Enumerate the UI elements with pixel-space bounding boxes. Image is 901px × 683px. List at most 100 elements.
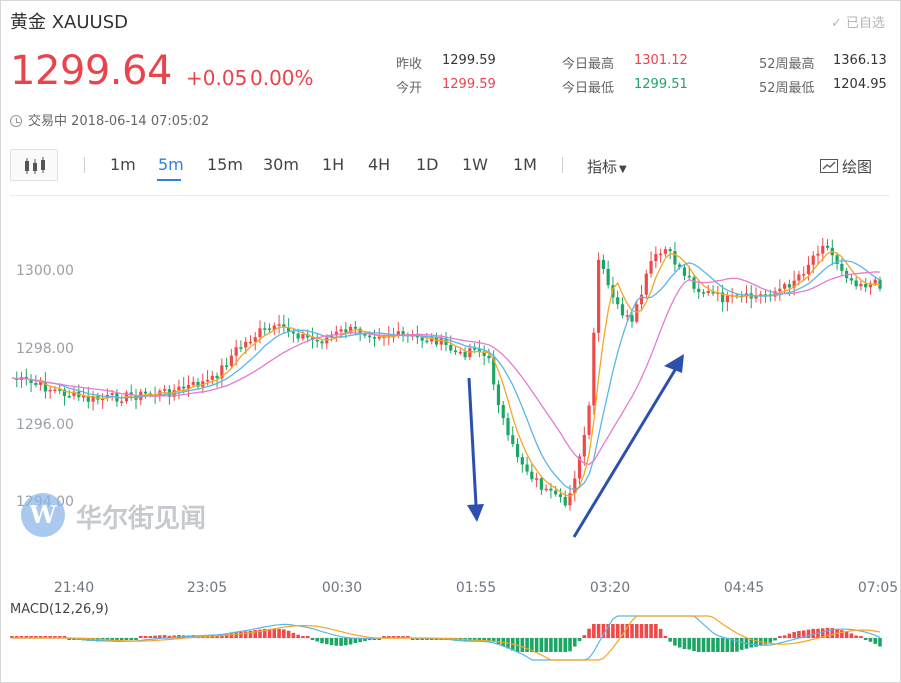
macd-bar	[801, 630, 806, 638]
macd-bar	[825, 627, 830, 638]
chart-type-button[interactable]	[10, 149, 58, 181]
candle-body	[277, 324, 281, 326]
macd-dea-line	[12, 615, 881, 661]
macd-bar	[420, 638, 424, 640]
candle-body	[67, 395, 71, 398]
ma5-line	[11, 250, 881, 497]
candle-body	[301, 334, 305, 339]
macd-bar	[587, 628, 591, 638]
tf-1m[interactable]: 1m	[110, 155, 136, 174]
candle-body	[191, 381, 195, 385]
candle-body	[496, 384, 501, 405]
trading-status-text: 交易中 2018-06-14 07:05:02	[28, 114, 210, 129]
macd-bar	[115, 638, 119, 641]
candle-body	[258, 328, 262, 338]
macd-bar	[716, 638, 720, 652]
macd-bar	[158, 635, 162, 638]
day-high-label: 今日最高	[562, 57, 615, 72]
macd-bar	[477, 638, 482, 641]
macd-bar	[482, 638, 486, 641]
candle-body	[225, 365, 229, 367]
macd-bar	[143, 636, 148, 638]
candle-body	[802, 274, 806, 276]
candle-body	[668, 249, 672, 252]
draw-button[interactable]: 绘图	[820, 156, 872, 177]
macd-bar	[243, 631, 248, 638]
macd-bar	[773, 638, 777, 641]
candle-body	[773, 291, 777, 297]
tf-1mo[interactable]: 1M	[513, 155, 537, 174]
tf-4h[interactable]: 4H	[368, 155, 391, 174]
annotation-arrows	[467, 354, 684, 538]
candle-body	[58, 389, 62, 391]
macd-bar	[663, 636, 668, 638]
candle-body	[363, 334, 367, 336]
candle-body	[754, 296, 758, 299]
price-change-pct: 0.00%	[250, 66, 314, 90]
macd-bar	[677, 638, 682, 648]
candle-body	[296, 333, 300, 339]
tf-15m[interactable]: 15m	[207, 155, 243, 174]
candle-body	[539, 478, 543, 490]
macd-bar	[258, 629, 262, 638]
candle-body	[401, 331, 405, 335]
macd-bar	[682, 638, 687, 650]
macd-bar	[491, 638, 496, 642]
macd-bar	[487, 638, 491, 641]
candle-body	[239, 347, 243, 349]
candle-body	[329, 335, 334, 338]
macd-bar	[549, 638, 553, 652]
x-tick-label: 23:05	[187, 580, 227, 596]
macd-bar	[57, 636, 62, 638]
up-arrow-shaft	[572, 369, 677, 538]
macd-bar	[377, 638, 382, 640]
tf-1d[interactable]: 1D	[416, 155, 439, 174]
price-change: +0.05	[186, 66, 248, 90]
candle-body	[506, 418, 510, 436]
open-value: 1299.59	[442, 77, 496, 92]
tf-5m[interactable]: 5m	[158, 155, 184, 174]
tf-1w[interactable]: 1W	[462, 155, 488, 174]
watchlist-toggle[interactable]: ✓ 已自选	[831, 12, 885, 31]
toolbar-separator	[562, 157, 563, 173]
candle-body	[377, 337, 381, 339]
candle-body	[692, 277, 696, 289]
candle-body	[215, 375, 219, 379]
macd-bar	[620, 624, 625, 638]
candle-body	[620, 304, 625, 316]
candle-body	[687, 275, 691, 278]
macd-bar	[787, 633, 792, 638]
macd-bar	[129, 638, 134, 640]
macd-bar	[563, 638, 568, 652]
macd-bar	[763, 638, 768, 645]
macd-bar	[282, 629, 286, 638]
tf-30m[interactable]: 30m	[263, 155, 299, 174]
macd-bar	[272, 628, 277, 638]
tf-1h[interactable]: 1H	[322, 155, 345, 174]
x-tick-label: 07:05	[858, 580, 898, 596]
chart-draw-icon	[820, 159, 838, 173]
day-low-label: 今日最低	[562, 81, 615, 96]
macd-bar	[358, 638, 362, 643]
macd-bar	[305, 636, 310, 638]
macd-bar	[725, 638, 730, 652]
trading-status: 交易中 2018-06-14 07:05:02	[10, 110, 209, 129]
indicators-dropdown[interactable]: 指标 ▼	[587, 156, 627, 177]
candlestick-icon	[25, 157, 45, 174]
macd-bar	[10, 636, 14, 638]
candle-body	[659, 253, 663, 256]
candle-body	[368, 335, 372, 338]
candle-body	[673, 251, 677, 265]
macd-bar	[320, 638, 324, 644]
macd-bar	[229, 633, 234, 638]
macd-bar	[119, 638, 124, 641]
macd-bar	[806, 629, 811, 638]
prev-close-value: 1299.59	[442, 53, 496, 68]
candle-body	[864, 284, 868, 288]
draw-label: 绘图	[842, 158, 873, 176]
candle-body	[558, 494, 563, 497]
x-tick-label: 21:40	[54, 580, 94, 596]
macd-bar	[649, 624, 653, 638]
macd-bar	[558, 638, 563, 652]
